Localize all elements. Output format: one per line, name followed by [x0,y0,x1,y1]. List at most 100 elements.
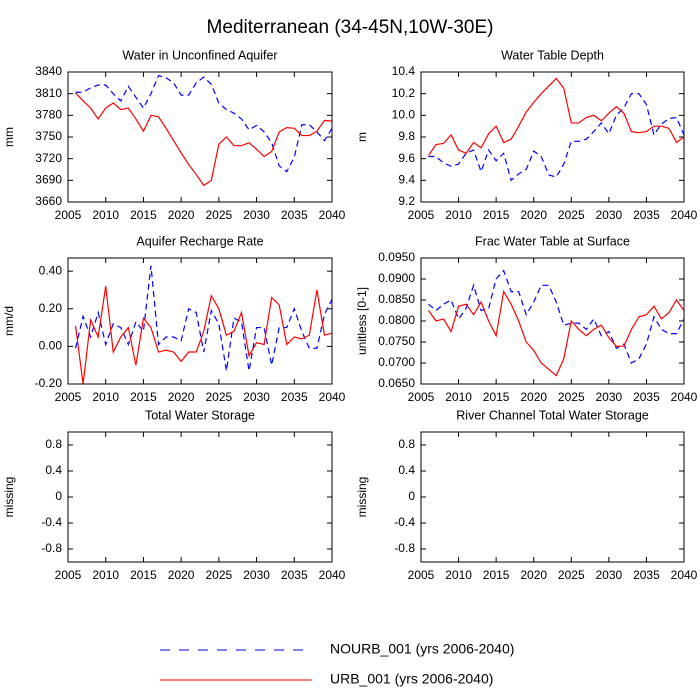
x-tick-label: 2035 [633,208,660,222]
x-tick-label: 2010 [92,208,119,222]
x-tick-label: 2035 [281,568,308,582]
x-tick-label: 2010 [92,390,119,404]
y-tick-label: 0.0750 [378,334,415,348]
y-axis-label: missing [355,477,369,518]
x-tick-label: 2015 [130,568,157,582]
x-tick-label: 2015 [130,208,157,222]
y-axis-label: m [355,132,369,142]
x-tick-label: 2040 [671,390,698,404]
plot-frame [420,257,685,385]
y-tick-label: 0.40 [39,263,63,277]
y-tick-label: 0.4 [45,463,62,477]
x-tick-label: 2035 [633,568,660,582]
y-tick-label: 0 [55,489,62,503]
x-tick-label: 2025 [558,390,585,404]
x-tick-label: 2015 [483,568,510,582]
data-line [428,269,685,364]
y-tick-label: 0.0850 [378,292,415,306]
y-tick-label: 0.0900 [378,271,415,285]
y-tick-label: 10.0 [392,108,416,122]
panel-title: Water Table Depth [501,48,604,62]
x-tick-label: 2030 [596,568,623,582]
data-line [428,289,685,377]
y-tick-label: -0.8 [41,541,62,555]
x-tick-label: 2010 [445,568,472,582]
data-line [74,265,333,371]
x-tick-label: 2030 [243,568,270,582]
x-tick-label: 2010 [92,568,119,582]
x-tick-label: 2005 [408,208,435,222]
x-tick-label: 2015 [130,390,157,404]
x-tick-label: 2020 [520,568,547,582]
y-tick-label: 9.6 [398,151,415,165]
y-axis-label: missing [2,477,16,518]
y-tick-label: 3720 [35,151,62,165]
x-tick-label: 2020 [168,568,195,582]
x-tick-label: 2020 [168,390,195,404]
plot-frame [67,257,333,385]
x-tick-label: 2020 [520,390,547,404]
y-axis-label: mm [2,127,16,147]
x-tick-label: 2020 [520,208,547,222]
x-tick-label: 2025 [558,208,585,222]
x-tick-label: 2005 [55,390,82,404]
y-tick-label: 9.2 [398,194,415,208]
data-line [75,92,333,187]
y-tick-label: 9.8 [398,129,415,143]
plot-frame [420,71,685,203]
x-tick-label: 2005 [408,390,435,404]
y-tick-label: 3690 [35,173,62,187]
x-tick-label: 2040 [319,208,346,222]
data-line [74,286,333,385]
legend-label: URB_001 (yrs 2006-2040) [330,671,493,687]
x-tick-label: 2025 [558,568,585,582]
x-tick-label: 2030 [596,390,623,404]
y-tick-label: 0.4 [398,463,415,477]
y-tick-label: 0.8 [45,437,62,451]
y-tick-label: -0.4 [394,515,415,529]
x-tick-label: 2005 [55,208,82,222]
x-tick-label: 2020 [168,208,195,222]
x-tick-label: 2040 [671,208,698,222]
x-tick-label: 2030 [243,208,270,222]
data-line [428,93,685,182]
x-tick-label: 2040 [319,568,346,582]
x-tick-label: 2040 [319,390,346,404]
x-tick-label: 2035 [281,390,308,404]
x-tick-label: 2030 [596,208,623,222]
y-tick-label: 3660 [35,194,62,208]
panel-title: Aquifer Recharge Rate [136,234,263,248]
x-tick-label: 2015 [483,390,510,404]
panel-title: Total Water Storage [145,408,255,422]
y-tick-label: 0 [408,489,415,503]
plot-frame [67,431,333,563]
figure-title: Mediterranean (34-45N,10W-30E) [207,17,494,38]
y-tick-label: 3780 [35,108,62,122]
y-tick-label: -0.20 [35,376,63,390]
x-tick-label: 2030 [243,390,270,404]
data-line [428,77,685,156]
plot-frame [67,71,333,203]
panel-title: Frac Water Table at Surface [475,234,630,248]
data-line [75,74,333,173]
x-tick-label: 2015 [483,208,510,222]
x-tick-label: 2025 [206,208,233,222]
y-tick-label: -0.8 [394,541,415,555]
y-tick-label: 0.0650 [378,376,415,390]
x-tick-label: 2025 [206,390,233,404]
x-tick-label: 2025 [206,568,233,582]
x-tick-label: 2035 [633,390,660,404]
x-tick-label: 2005 [408,568,435,582]
panel-title: Water in Unconfined Aquifer [122,48,277,62]
y-tick-label: 0.00 [39,339,63,353]
y-axis-label: mm/d [2,306,16,336]
y-tick-label: 0.0950 [378,250,415,264]
y-tick-label: 9.4 [398,173,415,187]
legend-label: NOURB_001 (yrs 2006-2040) [330,641,514,657]
x-tick-label: 2035 [281,208,308,222]
panel-title: River Channel Total Water Storage [456,408,649,422]
y-tick-label: 0.20 [39,301,63,315]
y-tick-label: 0.8 [398,437,415,451]
